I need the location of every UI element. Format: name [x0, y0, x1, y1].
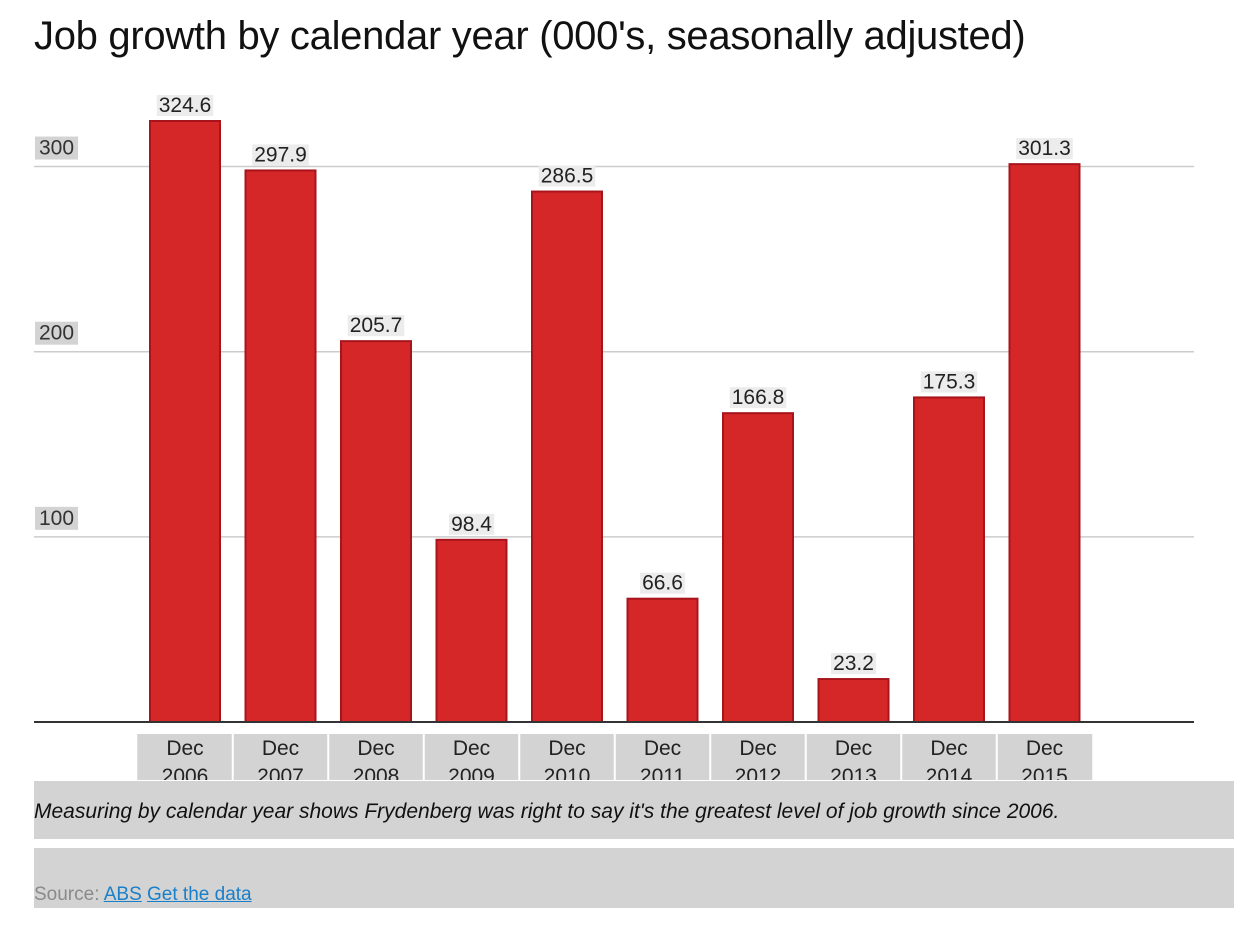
y-tick-label: 200: [39, 322, 74, 345]
bar-chart: 100 200 300 324.6 Dec 2006 297.9 Dec 2007 205.7 De…: [34, 94, 1194, 780]
data-label-bg: [729, 387, 787, 409]
x-tick-label-year: 2006: [162, 765, 209, 780]
data-label: 205.7: [350, 314, 403, 337]
source-line: Source: ABS Get the data: [34, 884, 252, 906]
x-tick-label-month: Dec: [548, 737, 585, 760]
x-tick-label-month: Dec: [453, 737, 490, 760]
data-label-bg: [156, 95, 214, 116]
x-tick-label-year: 2013: [830, 765, 877, 780]
bar: [340, 340, 412, 723]
x-tick-label-year: 2008: [353, 765, 400, 780]
x-tick-label-year: 2011: [640, 765, 685, 780]
x-tick-label-year: 2009: [448, 765, 495, 780]
bar: [1008, 163, 1081, 723]
data-label: 98.4: [451, 513, 492, 536]
data-label-bg: [449, 513, 495, 535]
bar: [817, 678, 890, 724]
bar: [531, 190, 603, 723]
x-tick-label-month: Dec: [739, 737, 776, 760]
bar: [244, 169, 317, 723]
data-label: 23.2: [833, 652, 874, 675]
x-tick-label-year: 2007: [257, 765, 304, 780]
bar: [913, 396, 985, 723]
bar: [722, 412, 794, 723]
chart-caption: Measuring by calendar year shows Frydenb…: [34, 800, 1060, 823]
x-tick-label-month: Dec: [644, 737, 681, 760]
get-the-data-link[interactable]: Get the data: [147, 884, 252, 905]
data-label-bg: [252, 144, 309, 166]
bar: [149, 120, 221, 723]
x-tick-label-month: Dec: [1026, 737, 1063, 760]
x-tick-label-month: Dec: [357, 737, 394, 760]
data-label: 66.6: [642, 572, 683, 595]
data-label-bg: [920, 371, 978, 393]
chart-title: Job growth by calendar year (000's, seas…: [34, 14, 1026, 58]
data-label-bg: [1016, 138, 1073, 160]
x-tick-label-month: Dec: [930, 737, 967, 760]
source-link-abs[interactable]: ABS: [103, 884, 142, 905]
x-tick-label-month: Dec: [262, 737, 299, 760]
data-label-bg: [538, 165, 596, 187]
x-tick-label-year: 2012: [735, 765, 782, 780]
data-label: 297.9: [254, 143, 307, 166]
data-label: 324.6: [159, 94, 212, 117]
data-label-bg: [831, 653, 876, 675]
y-tick-label-bg: [35, 136, 79, 160]
x-tick-label-month: Dec: [166, 737, 203, 760]
source-band: [34, 848, 1234, 908]
y-tick-label-bg: [35, 321, 79, 345]
data-label-bg: [347, 315, 405, 337]
data-label: 175.3: [923, 370, 976, 393]
caption-band: [34, 781, 1234, 839]
y-tick-label: 100: [39, 507, 74, 530]
x-tick-label-year: 2010: [544, 765, 591, 780]
y-tick-label-bg: [35, 506, 79, 530]
data-label: 286.5: [541, 165, 594, 188]
x-tick-label-year: 2015: [1021, 765, 1068, 780]
y-tick-label: 300: [39, 137, 74, 160]
x-tick-label-year: 2014: [926, 765, 973, 780]
bar: [435, 538, 508, 723]
bar: [626, 597, 699, 723]
source-label: Source:: [34, 884, 100, 905]
data-label: 301.3: [1018, 137, 1071, 160]
data-label: 166.8: [732, 386, 785, 409]
x-tick-label-month: Dec: [835, 737, 872, 760]
data-label-bg: [640, 572, 685, 594]
